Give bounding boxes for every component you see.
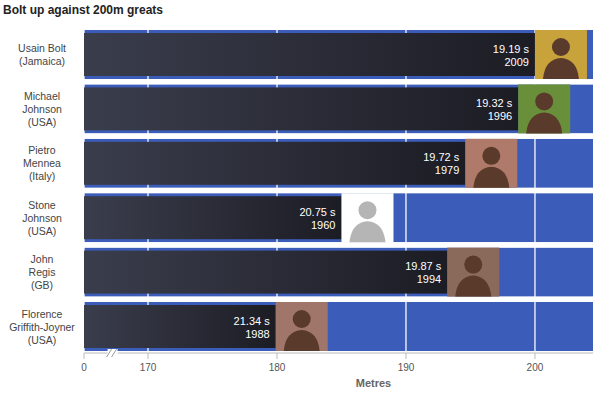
time-label: 19.32 s [476, 97, 513, 109]
year-label: 1960 [311, 219, 335, 231]
photo-bg [518, 84, 570, 133]
tick-label: 180 [269, 362, 286, 373]
category-label: FlorenceGriffith-Joyner(USA) [9, 308, 75, 346]
photo [518, 84, 570, 133]
row-band [84, 30, 593, 79]
row-band [84, 139, 593, 188]
photo-head [358, 201, 376, 219]
tick [276, 353, 277, 359]
x-axis [84, 353, 593, 354]
time-label: 21.34 s [234, 315, 271, 327]
photo-body [349, 221, 385, 242]
axis-break [107, 349, 112, 357]
time-label: 19.87 s [405, 260, 442, 272]
tick-label: 190 [398, 362, 415, 373]
tick [84, 353, 85, 359]
photo [341, 193, 393, 242]
photo-bg [276, 302, 328, 351]
tick [534, 353, 535, 359]
category-label: JohnRegis(GB) [29, 253, 56, 291]
year-label: 1994 [417, 273, 441, 285]
bar [84, 251, 447, 294]
axis-break [112, 349, 117, 357]
axis-break-bg [108, 349, 118, 357]
labels: 19.19 s2009Usain Bolt(Jamaica)19.32 s199… [9, 42, 529, 346]
photo-head [464, 256, 482, 274]
category-label: PietroMennea(Italy) [23, 144, 61, 182]
photo-body [473, 167, 509, 188]
bar [84, 196, 341, 239]
row-band [84, 193, 593, 242]
photo-head [535, 92, 553, 110]
photo-head [482, 147, 500, 165]
photo-body [543, 58, 579, 79]
row-band [84, 302, 593, 351]
category-label: Usain Bolt(Jamaica) [18, 42, 66, 67]
bar [84, 142, 465, 185]
row-gap [84, 188, 593, 193]
axis-label: Metres [356, 377, 391, 389]
photo-bg [447, 248, 499, 297]
photo-bg [465, 139, 517, 188]
time-label: 19.19 s [493, 43, 530, 55]
row-gap [84, 133, 593, 138]
plot-area [84, 30, 593, 351]
photo [535, 30, 587, 79]
tick-label: 0 [81, 362, 87, 373]
row-band [84, 248, 593, 297]
category-label: StoneJohnson(USA) [22, 199, 62, 237]
row-band [84, 84, 593, 133]
row-gap [84, 242, 593, 247]
photo-body [526, 112, 562, 133]
photo-body [284, 330, 320, 351]
tick-label: 170 [140, 362, 157, 373]
row-gap [84, 297, 593, 302]
bar [84, 33, 535, 76]
row-gap [84, 79, 593, 84]
tick [148, 353, 149, 359]
photo [276, 302, 328, 351]
chart: Bolt up against 200m greats 19.19 s2009 Us… [0, 0, 595, 396]
photo-bg [341, 193, 393, 242]
year-label: 1996 [488, 110, 512, 122]
time-label: 20.75 s [299, 206, 336, 218]
photo [447, 248, 499, 297]
year-label: 1979 [435, 164, 459, 176]
tick [405, 353, 406, 359]
title: Bolt up against 200m greats [3, 3, 163, 17]
bar [84, 87, 518, 130]
photo [465, 139, 517, 188]
photo-bg [535, 30, 587, 79]
photo-head [552, 38, 570, 56]
time-label: 19.72 s [423, 151, 460, 163]
year-label: 1988 [245, 328, 269, 340]
category-label: MichaelJohnson(USA) [22, 90, 62, 128]
bar [84, 305, 276, 348]
photo-body [455, 276, 491, 297]
chart-root: Bolt up against 200m greats 19.19 s2009 Us… [0, 0, 595, 396]
tick-label: 200 [527, 362, 544, 373]
year-label: 2009 [504, 56, 528, 68]
photo-head [293, 310, 311, 328]
